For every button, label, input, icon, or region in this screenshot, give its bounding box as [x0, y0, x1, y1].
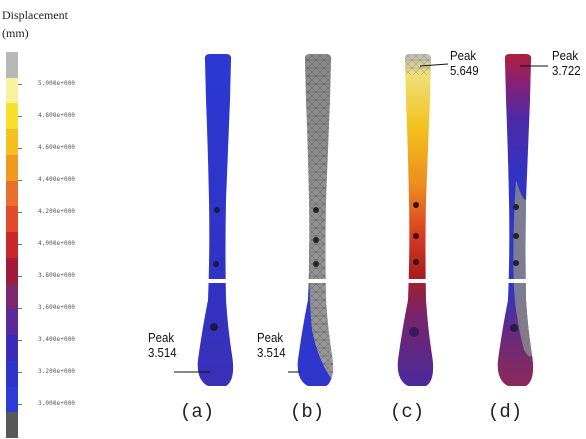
bone-a — [198, 54, 234, 386]
screw-hole — [313, 237, 319, 243]
bone-c — [398, 54, 434, 386]
peak-annotation-b: Peak 3.514 — [257, 330, 286, 360]
bone-d — [498, 54, 534, 386]
bone-b — [298, 54, 334, 386]
screw-hole — [413, 233, 419, 239]
peak-annotation-a: Peak 3.514 — [148, 330, 177, 360]
panel-label-b: (b) — [290, 401, 324, 423]
peak-word: Peak — [257, 330, 286, 345]
peak-value: 5.649 — [450, 63, 479, 78]
bone-b-cut-line — [298, 279, 334, 283]
panel-label-d: (d) — [488, 401, 522, 423]
screw-hole — [513, 260, 519, 266]
peak-annotation-d: Peak 3.722 — [552, 48, 581, 78]
peak-value: 3.514 — [257, 345, 286, 360]
panel-label-a: (a) — [180, 401, 214, 423]
peak-word: Peak — [552, 48, 581, 63]
panel-label-c: (c) — [390, 401, 424, 423]
screw-hole — [413, 259, 419, 265]
bone-a-cut-line — [198, 279, 234, 283]
peak-word: Peak — [450, 48, 479, 63]
screw-hole — [413, 202, 419, 208]
peak-word: Peak — [148, 330, 177, 345]
screw-hole — [513, 204, 519, 210]
peak-annotation-c: Peak 5.649 — [450, 48, 479, 78]
screw-hole — [213, 261, 219, 267]
peak-value: 3.514 — [148, 345, 177, 360]
screw-hole — [214, 207, 220, 213]
screw-hole — [409, 327, 419, 337]
screw-hole — [510, 324, 518, 332]
peak-value: 3.722 — [552, 63, 581, 78]
screw-hole — [210, 323, 218, 331]
screw-hole — [313, 207, 319, 213]
bone-d-cut-line — [498, 279, 534, 283]
screw-hole — [313, 261, 319, 267]
bone-c-cut-line — [398, 279, 434, 283]
screw-hole — [513, 233, 519, 239]
